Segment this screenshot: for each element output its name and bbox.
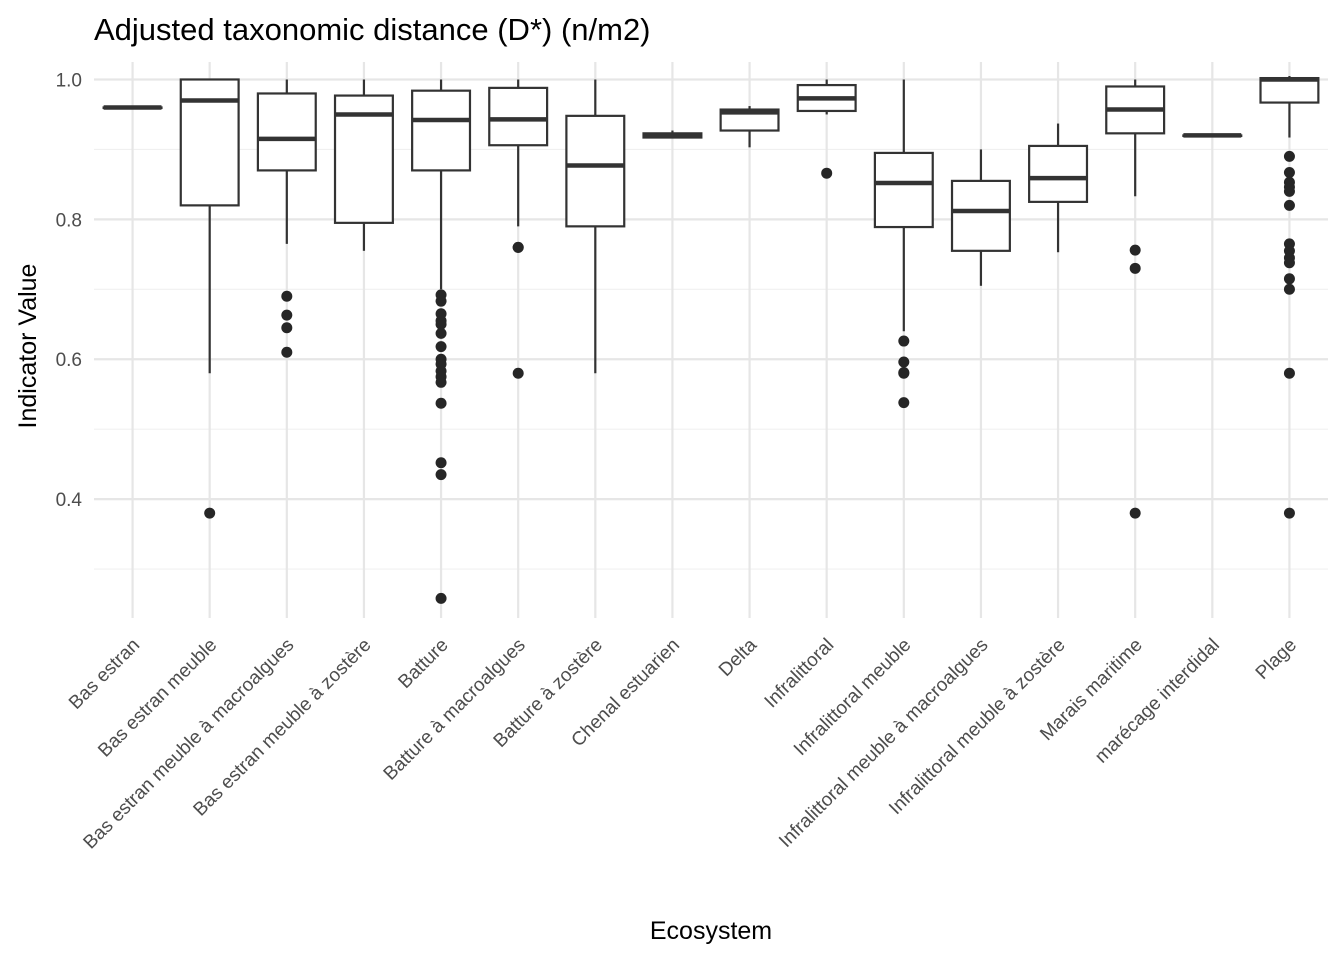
outlier-point (435, 327, 447, 339)
outlier-point (281, 290, 293, 302)
outlier-point (435, 318, 447, 330)
box-iqr (256, 92, 317, 172)
box-iqr (950, 179, 1011, 252)
outlier-point (898, 335, 910, 347)
y-tick-label: 1.0 (56, 70, 82, 91)
outlier-point (435, 469, 447, 481)
box-iqr (1259, 76, 1320, 104)
x-tick-label: Batture à macroalgues (380, 635, 530, 785)
box-iqr (488, 86, 549, 147)
outlier-point (1283, 367, 1295, 379)
outlier-point (898, 397, 910, 409)
box-10 (873, 79, 934, 409)
y-tick-label: 0.4 (56, 490, 83, 511)
y-tick-label: 0.8 (56, 210, 82, 231)
y-tick-label: 0.6 (56, 350, 82, 371)
box-iqr (411, 89, 472, 172)
x-tick-label: Batture (394, 635, 452, 693)
outlier-point (1283, 150, 1295, 162)
box-7 (642, 130, 703, 139)
outlier-point (898, 367, 910, 379)
box-13 (1105, 79, 1166, 519)
box-2 (256, 79, 317, 358)
outlier-point (1283, 199, 1295, 211)
y-axis-title: Indicator Value (14, 264, 42, 429)
outlier-point (435, 341, 447, 353)
outlier-point (435, 592, 447, 604)
chart-title: Adjusted taxonomic distance (D*) (n/m2) (94, 12, 651, 47)
outlier-point (1129, 244, 1141, 256)
outlier-point (1283, 185, 1295, 197)
outlier-point (1283, 257, 1295, 269)
box-11 (950, 149, 1011, 286)
box-iqr (333, 94, 394, 224)
y-tick-labels: 0.4 0.6 0.8 1.0 (56, 70, 83, 511)
box-iqr (1028, 144, 1089, 203)
box-4 (411, 79, 472, 604)
box-6 (565, 79, 626, 374)
outlier-point (1283, 507, 1295, 519)
outlier-point (435, 397, 447, 409)
outlier-point (281, 309, 293, 321)
box-3 (333, 79, 394, 251)
outlier-point (898, 356, 910, 368)
box-9 (796, 79, 857, 179)
x-tick-label: Bas estran (65, 635, 144, 714)
outlier-point (512, 367, 524, 379)
box-iqr (565, 114, 626, 228)
outlier-point (1129, 262, 1141, 274)
box-iqr (873, 151, 934, 229)
outlier-point (1129, 507, 1141, 519)
outlier-point (512, 241, 524, 253)
outlier-point (435, 376, 447, 388)
box-8 (719, 106, 780, 148)
box-5 (488, 79, 549, 379)
outlier-point (1283, 167, 1295, 179)
box-0 (102, 105, 163, 110)
outlier-point (435, 457, 447, 469)
outlier-point (435, 295, 447, 307)
box-series (102, 75, 1320, 604)
outlier-point (281, 322, 293, 334)
x-tick-label: Plage (1252, 635, 1301, 684)
x-tick-label: Infralittoral (761, 635, 839, 713)
x-tick-label: Delta (715, 634, 762, 681)
outlier-point (821, 167, 833, 179)
x-axis-title: Ecosystem (650, 917, 772, 945)
box-15 (1259, 75, 1320, 519)
box-12 (1028, 123, 1089, 253)
outlier-point (1283, 273, 1295, 285)
outlier-point (204, 507, 216, 519)
box-14 (1182, 133, 1243, 138)
outlier-point (281, 346, 293, 358)
box-1 (179, 78, 240, 519)
box-iqr (719, 108, 780, 132)
outlier-point (1283, 283, 1295, 295)
